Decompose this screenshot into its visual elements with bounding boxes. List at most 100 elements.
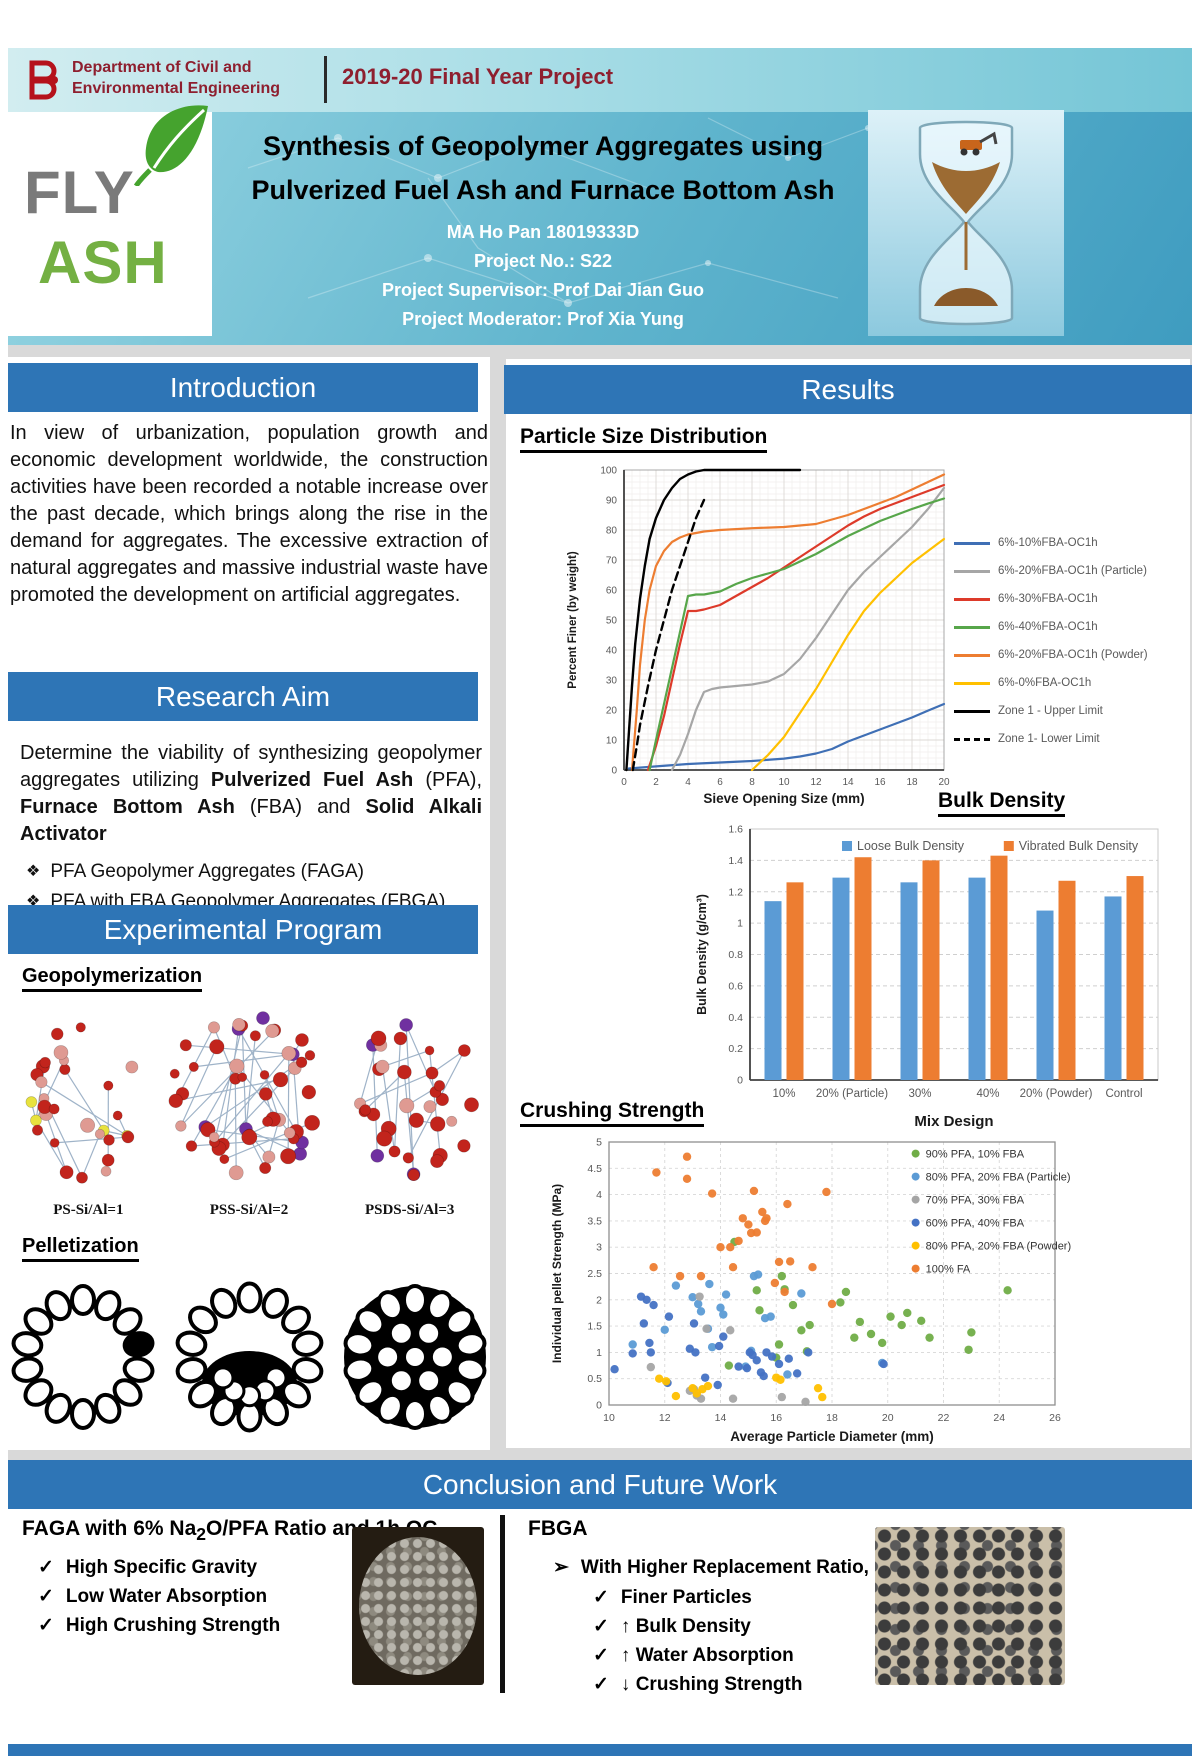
svg-text:1: 1 [737, 918, 743, 930]
svg-text:3: 3 [596, 1242, 602, 1254]
svg-text:Percent Finer (by weight): Percent Finer (by weight) [567, 551, 579, 689]
fly-ash-logo-card: FLY ASH [8, 105, 212, 336]
conclusion-right-title: FBGA [528, 1517, 588, 1540]
svg-text:2.5: 2.5 [587, 1268, 602, 1280]
arrow-bullet-icon: ➢ [553, 1557, 569, 1578]
project-year-title: 2019-20 Final Year Project [342, 64, 614, 89]
psd-chart-plot: 0 10 20 30 40 50 60 70 80 90 100 0 2 4 6 8 10 12 14 16 18 20 P… [567, 466, 950, 807]
faga-pellets-photo [352, 1527, 484, 1685]
svg-text:Mix Design: Mix Design [914, 1113, 993, 1130]
header-divider [324, 56, 327, 103]
list-item-text: ↓ Crushing Strength [620, 1674, 803, 1695]
pelletization-figures [8, 1272, 490, 1442]
list-item: ✓ Low Water Absorption [38, 1582, 280, 1611]
project-number: Project No.: S22 [473, 251, 613, 271]
svg-text:90: 90 [606, 496, 618, 507]
svg-text:90% PFA, 10% FBA: 90% PFA, 10% FBA [926, 1148, 1025, 1160]
crushing-strength-chart: 0 0.5 1 1.5 2 2.5 3 3.5 4 4.5 5 10 12 14 16 18 20 22 24 26 9… [550, 1137, 1072, 1445]
molecule-label-ps: PS-Si/Al=1 [53, 1202, 124, 1218]
gutter-column-divider [490, 357, 504, 1450]
svg-text:0: 0 [621, 777, 627, 788]
list-item-text: High Specific Gravity [65, 1557, 258, 1578]
legend-label: 6%-10%FBA-OC1h [998, 537, 1098, 549]
legend-item: 6%-20%FBA-OC1h (Powder) [954, 641, 1189, 669]
legend-label: 6%-0%FBA-OC1h [998, 677, 1092, 689]
legend-line-swatch [954, 625, 990, 629]
conclusion-right-lead: ➢ With Higher Replacement Ratio, [553, 1553, 869, 1582]
poster-title: Synthesis of Geopolymer Aggregates using… [218, 124, 868, 212]
svg-text:20% (Powder): 20% (Powder) [1020, 1088, 1093, 1100]
list-item-text: PFA Geopolymer Aggregates (FAGA) [50, 861, 364, 882]
svg-text:1.2: 1.2 [728, 886, 743, 898]
list-item-text: ↑ Water Absorption [620, 1645, 794, 1666]
logo-text-ash: ASH [38, 229, 168, 296]
list-marker-icon: ✓ [593, 1587, 609, 1608]
left-column: Introduction In view of urbanization, po… [8, 357, 490, 1450]
legend-line-swatch [954, 737, 990, 741]
svg-text:40%: 40% [976, 1088, 999, 1100]
svg-text:0.6: 0.6 [728, 980, 743, 992]
svg-text:24: 24 [993, 1412, 1005, 1424]
department-line1: Department of Civil and [72, 59, 252, 76]
legend-item: 6%-20%FBA-OC1h (Particle) [954, 557, 1189, 585]
svg-text:Sieve Opening Size (mm): Sieve Opening Size (mm) [703, 791, 864, 806]
list-item: ✓ ↓ Crushing Strength [593, 1670, 802, 1699]
svg-text:4.5: 4.5 [587, 1163, 602, 1175]
university-logo [29, 60, 58, 100]
svg-text:80% PFA, 20% FBA (Powder): 80% PFA, 20% FBA (Powder) [926, 1240, 1072, 1252]
list-item: ✓ ↑ Water Absorption [593, 1641, 802, 1670]
svg-text:4: 4 [596, 1189, 602, 1201]
svg-text:14: 14 [715, 1412, 727, 1424]
list-marker-icon: ✓ [593, 1674, 609, 1695]
list-marker-icon: ✓ [38, 1586, 54, 1607]
header-banner: Department of Civil and Environmental En… [8, 48, 1192, 345]
svg-text:6: 6 [717, 777, 723, 788]
legend-line-swatch [954, 569, 990, 573]
list-item: ✓ High Specific Gravity [38, 1553, 280, 1582]
introduction-heading: Introduction [8, 363, 478, 412]
poster-credits: MA Ho Pan 18019333D Project No.: S22 Pro… [218, 218, 868, 334]
svg-text:70% PFA, 30% FBA: 70% PFA, 30% FBA [926, 1194, 1025, 1206]
svg-text:10: 10 [603, 1412, 615, 1424]
leaf-icon [133, 105, 208, 186]
department-line2: Environmental Engineering [72, 80, 281, 97]
svg-text:100% FA: 100% FA [926, 1263, 971, 1275]
legend-label: Zone 1- Lower Limit [998, 733, 1100, 745]
svg-text:22: 22 [938, 1412, 950, 1424]
molecule-figure-pss [168, 1011, 320, 1181]
psd-chart-legend: 6%-10%FBA-OC1h 6%-20%FBA-OC1h (Particle) 6… [954, 529, 1189, 753]
svg-text:30%: 30% [908, 1088, 931, 1100]
svg-text:70: 70 [606, 556, 618, 567]
list-item: ✓ Finer Particles [593, 1583, 802, 1612]
svg-text:50: 50 [606, 616, 618, 627]
svg-text:60% PFA, 40% FBA: 60% PFA, 40% FBA [926, 1217, 1025, 1229]
list-item-text: Low Water Absorption [65, 1586, 268, 1607]
experimental-program-heading: Experimental Program [8, 905, 478, 954]
list-item-text: Finer Particles [620, 1587, 752, 1608]
molecule-figure-psds [354, 1017, 479, 1181]
list-item: ✓ ↑ Bulk Density [593, 1612, 802, 1641]
svg-text:100: 100 [600, 466, 617, 477]
svg-text:80: 80 [606, 526, 618, 537]
geopolymerization-subheading: Geopolymerization [22, 965, 203, 992]
conclusion-divider [500, 1515, 505, 1693]
list-item-text: High Crushing Strength [65, 1615, 281, 1636]
poster-title-line2: Pulverized Fuel Ash and Furnace Bottom A… [251, 175, 835, 205]
legend-item: 6%-10%FBA-OC1h [954, 529, 1189, 557]
student-name: MA Ho Pan 18019333D [446, 222, 640, 242]
svg-text:16: 16 [770, 1412, 782, 1424]
svg-text:20% (Particle): 20% (Particle) [816, 1088, 888, 1100]
fbga-pellets-photo [875, 1527, 1065, 1685]
svg-text:20: 20 [938, 777, 950, 788]
pellet-ring-figure-2 [175, 1281, 323, 1433]
legend-line-swatch [954, 653, 990, 657]
legend-item: Zone 1 - Upper Limit [954, 697, 1189, 725]
footer-strip [8, 1744, 1192, 1756]
introduction-body: In view of urbanization, population grow… [10, 422, 488, 606]
svg-text:0.2: 0.2 [728, 1043, 743, 1055]
conclusion-right-list: ✓ Finer Particles ✓ ↑ Bulk Density ✓ ↑ Water … [593, 1583, 802, 1699]
list-item: ❖ PFA Geopolymer Aggregates (FAGA) [26, 857, 486, 887]
legend-item: 6%-30%FBA-OC1h [954, 585, 1189, 613]
svg-text:14: 14 [842, 777, 854, 788]
crushing-strength-chart-title: Crushing Strength [520, 1099, 705, 1127]
